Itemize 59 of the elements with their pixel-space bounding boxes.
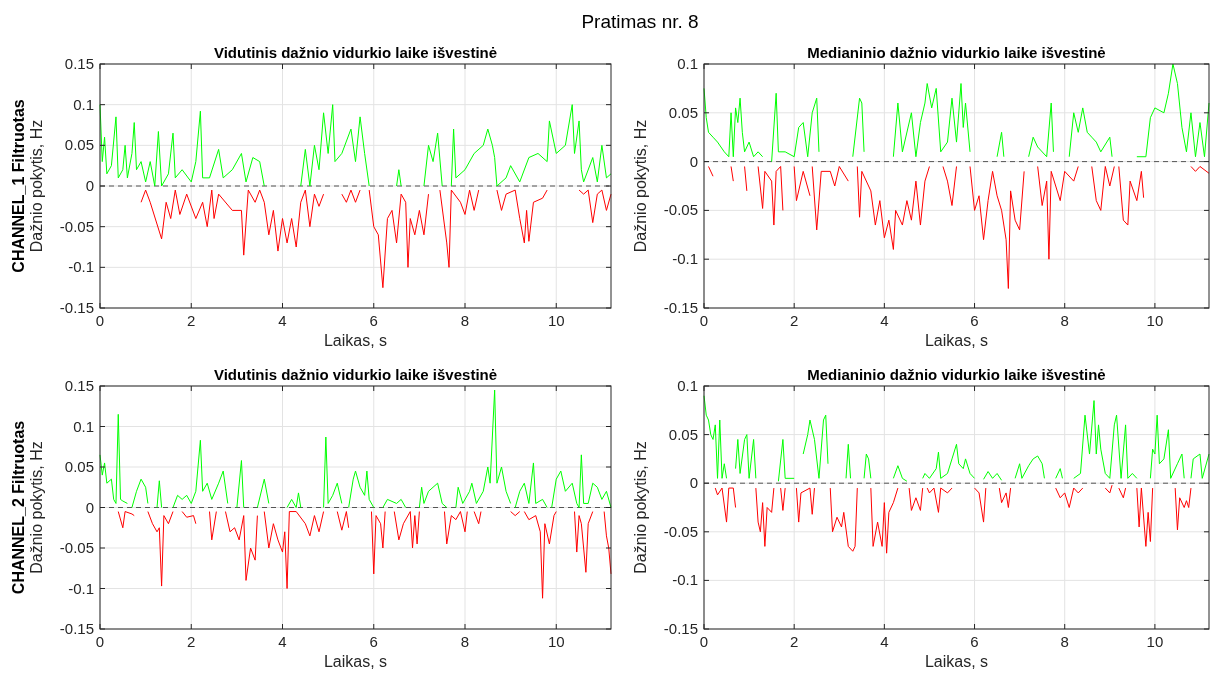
y-axis-title: Dažnio pokytis, Hz [632,441,649,574]
chart-title: Vidutinis dažnio vidurkio laike išvestinė [213,366,498,383]
x-tick-label: 6 [369,633,378,650]
y-tick-label: -0.1 [672,250,698,268]
x-tick-label: 10 [547,633,565,650]
y-tick-label: 0.1 [677,377,698,394]
x-axis-title: Laikas, s [924,653,989,670]
x-tick-label: 8 [1060,312,1069,329]
x-tick-label: 8 [460,633,470,650]
x-tick-label: 2 [187,633,196,650]
y-tick-label: 0.15 [64,55,94,72]
text: Pratimas nr. 8 [581,11,699,32]
y-axis-title: CHANNEL_2 Filtruotas Dažnio pokytis, Hz [10,420,45,595]
y-tick-label: 0 [85,177,94,194]
y-tick-label: 0 [85,498,94,516]
y-tick-label: -0.05 [59,217,94,235]
y-tick-label: -0.15 [663,620,698,637]
chart-title: Medianinio dažnio vidurkio laike išvestinė [807,44,1106,61]
x-tick-label: 2 [790,312,799,329]
y-tick-label: -0.05 [59,539,94,556]
x-tick-label: 4 [278,633,287,650]
chart-title: Medianinio dažnio vidurkio laike išvestinė [807,366,1106,383]
x-axis-title: Laikas, s [323,332,388,349]
y-tick-label: -0.1 [68,258,94,276]
y-tick-label: 0.1 [73,95,94,113]
y-axis-title: CHANNEL_1 Filtruotas Dažnio pokytis, Hz [10,99,45,273]
x-axis-title: Laikas, s [924,332,989,349]
y-tick-label: 0.15 [64,377,94,394]
y-tick-label: -0.15 [663,299,698,316]
y-tick-label: 0 [689,474,698,492]
x-tick-label: 2 [187,312,196,329]
chart-title: Vidutinis dažnio vidurkio laike išvestinė [213,44,498,61]
y-tick-label: 0.1 [677,55,698,72]
x-tick-label: 4 [880,633,889,650]
y-tick-label: -0.1 [68,579,94,597]
x-tick-label: 8 [460,312,470,329]
x-tick-label: 10 [1146,633,1164,650]
x-tick-label: 10 [547,312,565,329]
y-tick-label: 0.05 [64,136,94,154]
y-tick-label: -0.05 [663,201,698,219]
x-axis-title: Laikas, s [323,653,388,670]
x-tick-label: 6 [970,312,979,329]
x-tick-label: 8 [1060,633,1069,650]
x-tick-label: 4 [278,312,287,329]
y-tick-label: 0 [689,152,698,170]
y-axis-title: Dažnio pokytis, Hz [632,119,649,253]
y-tick-label: 0.05 [64,458,94,475]
y-tick-label: -0.1 [672,571,698,589]
y-tick-label: 0.1 [73,417,94,435]
x-tick-label: 10 [1146,312,1164,329]
y-tick-label: -0.15 [59,299,94,316]
x-tick-label: 6 [970,633,979,650]
y-tick-label: 0.05 [668,103,698,121]
x-tick-label: 4 [880,312,889,329]
y-tick-label: -0.15 [59,620,94,637]
x-tick-label: 6 [369,312,378,329]
y-tick-label: 0.05 [668,425,698,443]
x-tick-label: 2 [790,633,799,650]
y-tick-label: -0.05 [663,522,698,540]
